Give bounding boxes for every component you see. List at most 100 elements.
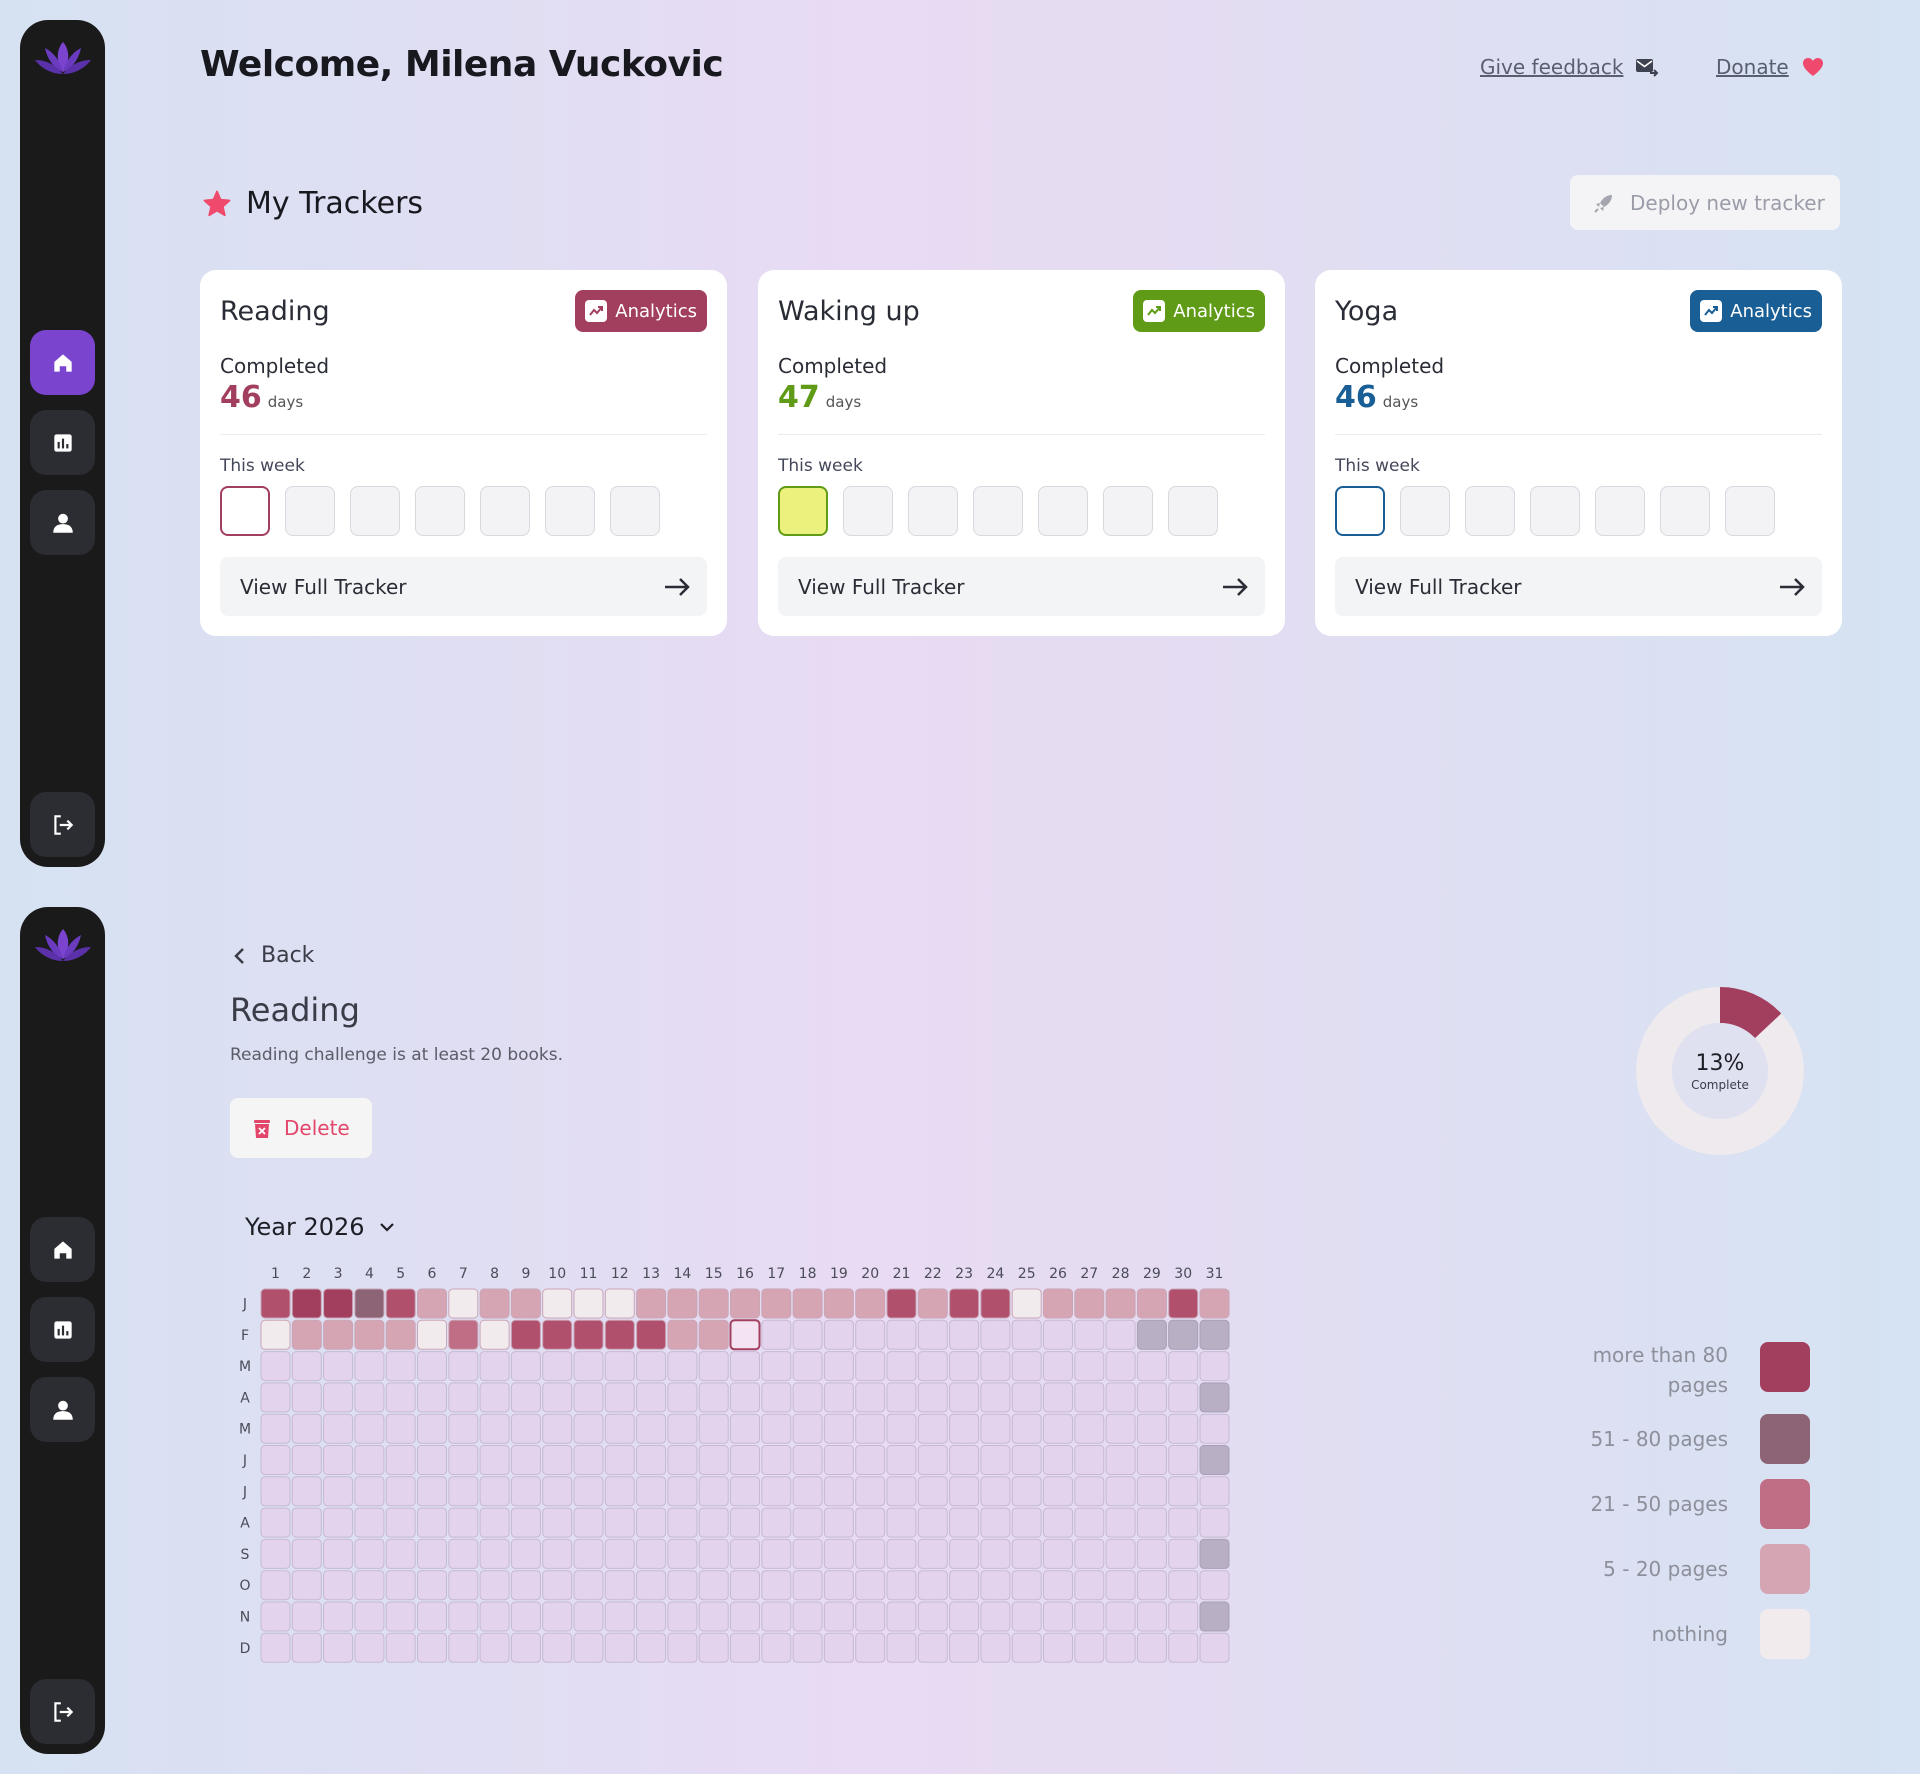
heatmap-day-cell[interactable] xyxy=(510,1413,541,1444)
heatmap-day-cell[interactable] xyxy=(323,1319,354,1350)
heatmap-day-cell[interactable] xyxy=(1168,1570,1199,1601)
week-day-checkbox[interactable] xyxy=(1660,486,1710,536)
heatmap-day-cell[interactable] xyxy=(542,1413,573,1444)
week-day-checkbox[interactable] xyxy=(1400,486,1450,536)
view-full-tracker-button[interactable]: View Full Tracker xyxy=(220,557,707,616)
heatmap-day-cell[interactable] xyxy=(542,1288,573,1319)
heatmap-day-cell[interactable] xyxy=(354,1601,385,1632)
heatmap-day-cell[interactable] xyxy=(917,1351,948,1382)
heatmap-day-cell[interactable] xyxy=(448,1476,479,1507)
heatmap-day-cell[interactable] xyxy=(698,1570,729,1601)
heatmap-day-cell[interactable] xyxy=(291,1382,322,1413)
heatmap-day-cell[interactable] xyxy=(949,1507,980,1538)
heatmap-day-cell[interactable] xyxy=(510,1288,541,1319)
heatmap-day-cell[interactable] xyxy=(260,1570,291,1601)
nav-analytics-button[interactable] xyxy=(30,410,95,475)
heatmap-day-cell[interactable] xyxy=(1074,1445,1105,1475)
heatmap-day-cell[interactable] xyxy=(479,1351,510,1382)
heatmap-day-cell[interactable] xyxy=(542,1632,573,1663)
heatmap-day-cell[interactable] xyxy=(636,1507,667,1538)
week-day-checkbox[interactable] xyxy=(350,486,400,536)
heatmap-day-cell[interactable] xyxy=(417,1601,447,1632)
heatmap-day-cell[interactable] xyxy=(354,1507,385,1538)
heatmap-day-cell[interactable] xyxy=(980,1507,1011,1538)
heatmap-day-cell[interactable] xyxy=(1168,1507,1199,1538)
heatmap-day-cell[interactable] xyxy=(1168,1601,1199,1632)
heatmap-day-cell[interactable] xyxy=(1136,1445,1167,1475)
heatmap-day-cell[interactable] xyxy=(291,1538,322,1569)
heatmap-day-cell[interactable] xyxy=(1199,1538,1230,1569)
heatmap-day-cell[interactable] xyxy=(354,1288,385,1319)
heatmap-day-cell[interactable] xyxy=(667,1288,698,1319)
heatmap-day-cell[interactable] xyxy=(949,1382,980,1413)
heatmap-day-cell[interactable] xyxy=(1168,1413,1199,1444)
heatmap-day-cell[interactable] xyxy=(604,1382,635,1413)
heatmap-day-cell[interactable] xyxy=(855,1507,886,1538)
heatmap-day-cell[interactable] xyxy=(980,1413,1011,1444)
heatmap-day-cell[interactable] xyxy=(1136,1507,1167,1538)
heatmap-day-cell[interactable] xyxy=(886,1601,917,1632)
heatmap-day-cell[interactable] xyxy=(917,1570,948,1601)
heatmap-day-cell[interactable] xyxy=(542,1507,573,1538)
heatmap-day-cell[interactable] xyxy=(980,1351,1011,1382)
heatmap-day-cell[interactable] xyxy=(1105,1319,1136,1350)
view-full-tracker-button[interactable]: View Full Tracker xyxy=(778,557,1265,616)
heatmap-day-cell[interactable] xyxy=(636,1601,667,1632)
heatmap-day-cell[interactable] xyxy=(1011,1601,1042,1632)
heatmap-day-cell[interactable] xyxy=(792,1632,823,1663)
heatmap-day-cell[interactable] xyxy=(291,1570,322,1601)
heatmap-day-cell[interactable] xyxy=(573,1445,604,1475)
heatmap-day-cell[interactable] xyxy=(949,1413,980,1444)
heatmap-day-cell[interactable] xyxy=(479,1476,510,1507)
heatmap-day-cell[interactable] xyxy=(1074,1413,1105,1444)
heatmap-day-cell[interactable] xyxy=(1136,1538,1167,1569)
heatmap-day-cell[interactable] xyxy=(323,1601,354,1632)
heatmap-day-cell[interactable] xyxy=(260,1288,291,1319)
heatmap-day-cell[interactable] xyxy=(980,1288,1011,1319)
heatmap-day-cell[interactable] xyxy=(604,1601,635,1632)
heatmap-day-cell[interactable] xyxy=(1105,1445,1136,1475)
heatmap-day-cell[interactable] xyxy=(730,1570,760,1601)
heatmap-day-cell[interactable] xyxy=(260,1382,291,1413)
heatmap-day-cell[interactable] xyxy=(730,1601,760,1632)
heatmap-day-cell[interactable] xyxy=(1043,1288,1073,1319)
heatmap-day-cell[interactable] xyxy=(1011,1351,1042,1382)
heatmap-day-cell[interactable] xyxy=(1136,1288,1167,1319)
heatmap-day-cell[interactable] xyxy=(1105,1632,1136,1663)
heatmap-day-cell[interactable] xyxy=(1105,1351,1136,1382)
lotus-logo-icon[interactable] xyxy=(33,925,93,969)
heatmap-day-cell[interactable] xyxy=(354,1319,385,1350)
heatmap-day-cell[interactable] xyxy=(510,1507,541,1538)
heatmap-day-cell[interactable] xyxy=(855,1351,886,1382)
heatmap-day-cell[interactable] xyxy=(1074,1632,1105,1663)
heatmap-day-cell[interactable] xyxy=(291,1445,322,1475)
heatmap-day-cell[interactable] xyxy=(823,1538,854,1569)
heatmap-day-cell[interactable] xyxy=(448,1288,479,1319)
heatmap-day-cell[interactable] xyxy=(636,1351,667,1382)
heatmap-day-cell[interactable] xyxy=(510,1351,541,1382)
heatmap-day-cell[interactable] xyxy=(730,1288,760,1319)
heatmap-day-cell[interactable] xyxy=(636,1632,667,1663)
week-day-checkbox[interactable] xyxy=(778,486,828,536)
heatmap-day-cell[interactable] xyxy=(792,1382,823,1413)
heatmap-day-cell[interactable] xyxy=(354,1632,385,1663)
week-day-checkbox[interactable] xyxy=(1038,486,1088,536)
week-day-checkbox[interactable] xyxy=(415,486,465,536)
heatmap-day-cell[interactable] xyxy=(667,1601,698,1632)
heatmap-day-cell[interactable] xyxy=(385,1476,416,1507)
nav-profile-button[interactable] xyxy=(30,1377,95,1442)
heatmap-day-cell[interactable] xyxy=(792,1601,823,1632)
heatmap-day-cell[interactable] xyxy=(573,1288,604,1319)
heatmap-day-cell[interactable] xyxy=(542,1319,573,1350)
heatmap-day-cell[interactable] xyxy=(792,1445,823,1475)
heatmap-day-cell[interactable] xyxy=(385,1288,416,1319)
heatmap-day-cell[interactable] xyxy=(855,1601,886,1632)
heatmap-day-cell[interactable] xyxy=(886,1507,917,1538)
heatmap-day-cell[interactable] xyxy=(949,1319,980,1350)
heatmap-day-cell[interactable] xyxy=(886,1382,917,1413)
heatmap-day-cell[interactable] xyxy=(1136,1413,1167,1444)
heatmap-day-cell[interactable] xyxy=(1074,1601,1105,1632)
heatmap-day-cell[interactable] xyxy=(323,1570,354,1601)
heatmap-day-cell[interactable] xyxy=(1011,1538,1042,1569)
heatmap-day-cell[interactable] xyxy=(667,1413,698,1444)
